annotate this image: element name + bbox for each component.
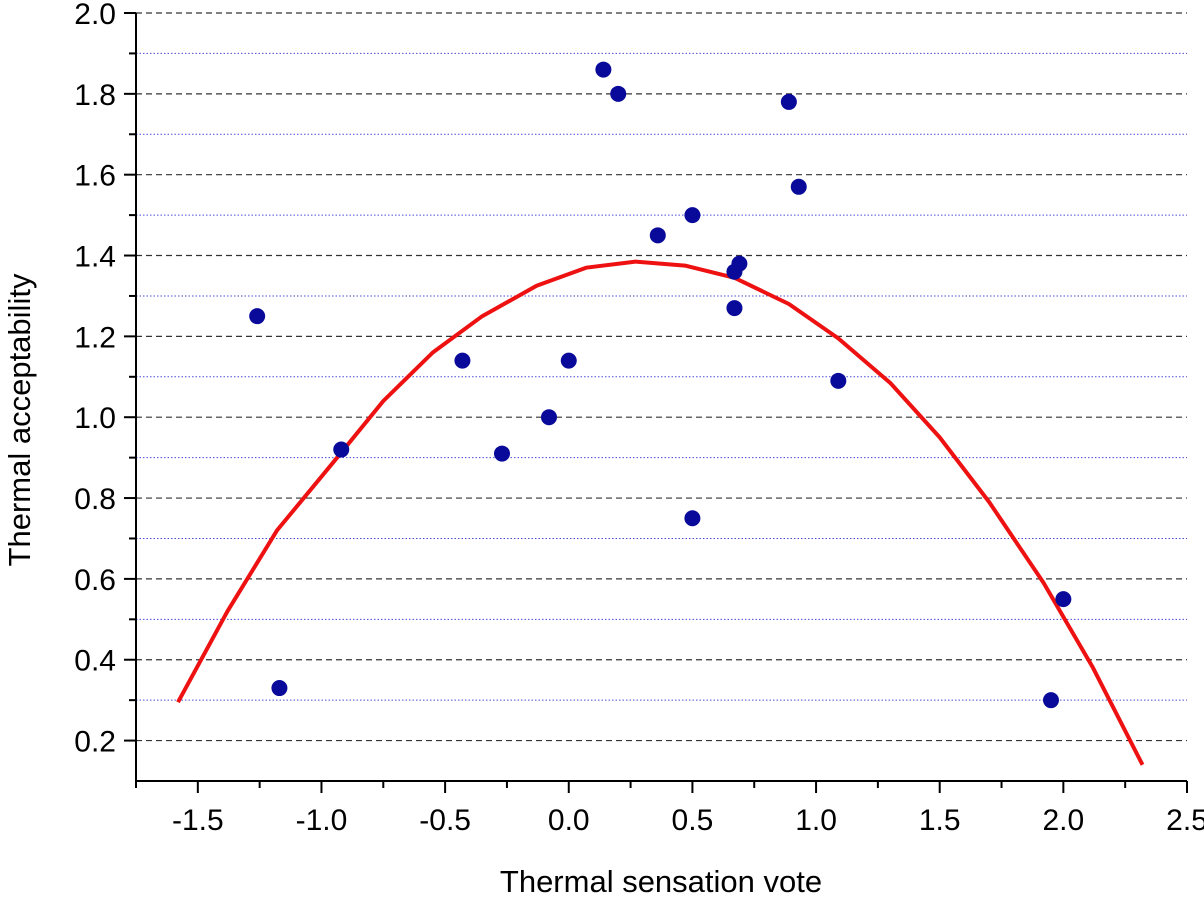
data-point <box>454 352 471 369</box>
data-point <box>540 409 557 426</box>
data-point <box>830 372 847 389</box>
x-tick-label: 0.0 <box>548 804 590 837</box>
data-point <box>333 441 350 458</box>
axes <box>135 13 1187 782</box>
data-point <box>684 510 701 527</box>
y-tick-label: 1.4 <box>74 241 116 274</box>
data-point <box>726 300 743 317</box>
y-tick-label: 0.6 <box>74 564 116 597</box>
minor-grid <box>136 52 1187 701</box>
x-tick-label: -0.5 <box>419 804 471 837</box>
data-point <box>1055 591 1072 608</box>
data-point <box>684 207 701 224</box>
data-point <box>560 352 577 369</box>
data-point <box>271 680 288 697</box>
data-point <box>731 255 748 272</box>
y-tick-label: 2.0 <box>74 0 116 31</box>
x-tick-label: 2.0 <box>1042 804 1084 837</box>
y-tick-label: 1.0 <box>74 402 116 435</box>
y-tick-label: 0.4 <box>74 645 116 678</box>
x-tick-label: -1.0 <box>296 804 348 837</box>
x-tick-label: -1.5 <box>172 804 224 837</box>
x-axis-title: Thermal sensation vote <box>500 864 822 899</box>
ticks <box>124 12 1188 793</box>
y-tick-label: 1.2 <box>74 321 116 354</box>
y-tick-label: 0.2 <box>74 726 116 759</box>
points-layer <box>249 61 1072 709</box>
major-grid <box>136 12 1187 742</box>
x-tick-label: 2.5 <box>1166 804 1204 837</box>
data-point <box>790 178 807 195</box>
data-point <box>610 85 627 102</box>
x-tick-label: 1.0 <box>795 804 837 837</box>
y-tick-label: 1.6 <box>74 160 116 193</box>
y-tick-label: 0.8 <box>74 483 116 516</box>
data-point <box>649 227 666 244</box>
data-point <box>595 61 612 78</box>
fit-line-layer <box>176 259 1145 766</box>
y-tick-label: 1.8 <box>74 79 116 112</box>
x-tick-label: 1.5 <box>919 804 961 837</box>
y-axis-title: Thermal acceptability <box>2 273 37 566</box>
data-point <box>249 308 266 325</box>
x-tick-label: 0.5 <box>672 804 714 837</box>
fit-curve <box>176 259 1145 766</box>
data-point <box>493 445 510 462</box>
tick-labels: 0.2 0.4 0.6 0.8 1.0 1.2 1.4 1.6 1.8 2.0 -1.5 -1.0 -0… <box>74 0 1204 837</box>
data-point <box>780 93 797 110</box>
data-point <box>1042 692 1059 709</box>
